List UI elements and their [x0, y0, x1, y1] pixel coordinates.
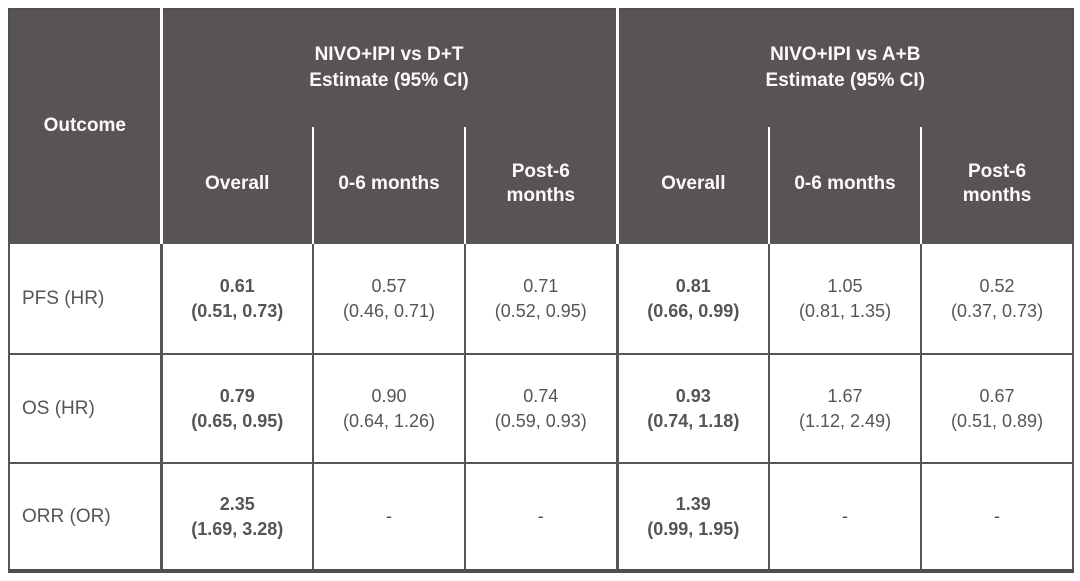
subheader-label: 0-6 months [794, 173, 896, 195]
outcome-column-header: Outcome [9, 9, 163, 244]
estimate-cell: 2.35 (1.69, 3.28) [160, 462, 314, 572]
estimate-cell: 0.71 (0.52, 0.95) [463, 242, 619, 355]
ci-value: (0.37, 0.73) [951, 300, 1044, 321]
ci-value: (0.59, 0.93) [494, 410, 587, 431]
table-row-orr: ORR (OR) 2.35 (1.69, 3.28) - - 1.39 (0.9… [8, 462, 1075, 572]
estimate-value: 0.67 [979, 385, 1015, 406]
results-table-frame: Outcome NIVO+IPI vs D+T Estimate (95% CI… [8, 8, 1075, 573]
estimate-value: 1.05 [827, 275, 863, 296]
estimate-value: - [386, 506, 392, 527]
estimate-value: 1.67 [827, 385, 863, 406]
estimate-value: 0.90 [371, 385, 407, 406]
estimate-value: 1.39 [675, 493, 711, 514]
ci-value: (0.46, 0.71) [342, 300, 436, 321]
ci-value: (0.66, 0.99) [647, 300, 740, 321]
estimate-value: 0.57 [371, 275, 407, 296]
estimate-value: - [842, 506, 849, 527]
estimate-value: 0.81 [675, 275, 711, 296]
ci-value: (1.12, 2.49) [799, 410, 892, 431]
estimate-cell: 0.61 (0.51, 0.73) [160, 242, 314, 355]
ci-value: (0.51, 0.89) [951, 410, 1044, 431]
estimate-cell: 0.74 (0.59, 0.93) [463, 352, 619, 465]
row-label-orr: ORR (OR) [8, 462, 163, 572]
ci-value: (0.81, 1.35) [799, 300, 892, 321]
estimate-cell: 0.81 (0.66, 0.99) [615, 242, 771, 355]
table-row-pfs: PFS (HR) 0.61 (0.51, 0.73) 0.57 (0.46, 0… [8, 242, 1075, 355]
subheader-ab-overall: Overall [615, 126, 770, 244]
estimate-value: 0.79 [219, 385, 255, 406]
group1-title-line1: NIVO+IPI vs D+T [314, 44, 464, 66]
group-header-nivo-ipi-vs-dt: NIVO+IPI vs D+T Estimate (95% CI) [161, 9, 619, 127]
estimate-value: 0.74 [523, 385, 559, 406]
row-label-os: OS (HR) [8, 352, 163, 465]
estimate-value: - [994, 506, 1001, 527]
estimate-value: - [537, 506, 544, 527]
table-row-os: OS (HR) 0.79 (0.65, 0.95) 0.90 (0.64, 1.… [8, 352, 1075, 465]
estimate-cell: - [768, 462, 923, 572]
group2-title-line1: NIVO+IPI vs A+B [770, 44, 921, 66]
estimate-cell: 1.67 (1.12, 2.49) [768, 352, 923, 465]
subheader-ab-post-6-months: Post-6 months [920, 126, 1074, 244]
estimate-value: 0.61 [219, 275, 255, 296]
estimate-cell: 0.67 (0.51, 0.89) [920, 352, 1075, 465]
group2-title-line2: Estimate (95% CI) [765, 70, 925, 92]
estimate-cell: 0.52 (0.37, 0.73) [920, 242, 1075, 355]
ci-value: (0.65, 0.95) [191, 410, 284, 431]
group1-title-line2: Estimate (95% CI) [309, 70, 469, 92]
estimate-cell: 0.90 (0.64, 1.26) [312, 352, 466, 465]
subheader-label: Overall [205, 173, 270, 195]
estimate-cell: - [920, 462, 1075, 572]
group-header-nivo-ipi-vs-ab: NIVO+IPI vs A+B Estimate (95% CI) [617, 9, 1074, 127]
ci-value: (0.64, 1.26) [342, 410, 436, 431]
estimate-cell: 0.93 (0.74, 1.18) [615, 352, 771, 465]
estimate-value: 2.35 [219, 493, 255, 514]
subheader-dt-0-6-months: 0-6 months [312, 126, 465, 244]
ci-value: (1.69, 3.28) [191, 518, 284, 539]
ci-value: (0.52, 0.95) [494, 300, 587, 321]
subheader-label: Post-6 months [962, 161, 1032, 207]
estimate-value: 0.71 [523, 275, 559, 296]
estimate-cell: - [312, 462, 466, 572]
ci-value: (0.74, 1.18) [647, 410, 740, 431]
estimate-value: 0.52 [979, 275, 1015, 296]
estimate-value: 0.93 [675, 385, 711, 406]
estimate-cell: 0.79 (0.65, 0.95) [160, 352, 314, 465]
subheader-dt-overall: Overall [161, 126, 313, 244]
subheader-dt-post-6-months: Post-6 months [463, 126, 618, 244]
subheader-label: Post-6 months [506, 161, 576, 207]
subheader-ab-0-6-months: 0-6 months [768, 126, 922, 244]
row-label-pfs: PFS (HR) [8, 242, 163, 355]
estimate-cell: 1.39 (0.99, 1.95) [615, 462, 771, 572]
outcomes-comparison-table: Outcome NIVO+IPI vs D+T Estimate (95% CI… [8, 8, 1075, 573]
estimate-cell: 0.57 (0.46, 0.71) [312, 242, 466, 355]
estimate-cell: 1.05 (0.81, 1.35) [768, 242, 923, 355]
ci-value: (0.51, 0.73) [191, 300, 284, 321]
estimate-cell: - [463, 462, 619, 572]
subheader-label: Overall [661, 173, 726, 195]
subheader-label: 0-6 months [338, 173, 440, 195]
ci-value: (0.99, 1.95) [647, 518, 740, 539]
